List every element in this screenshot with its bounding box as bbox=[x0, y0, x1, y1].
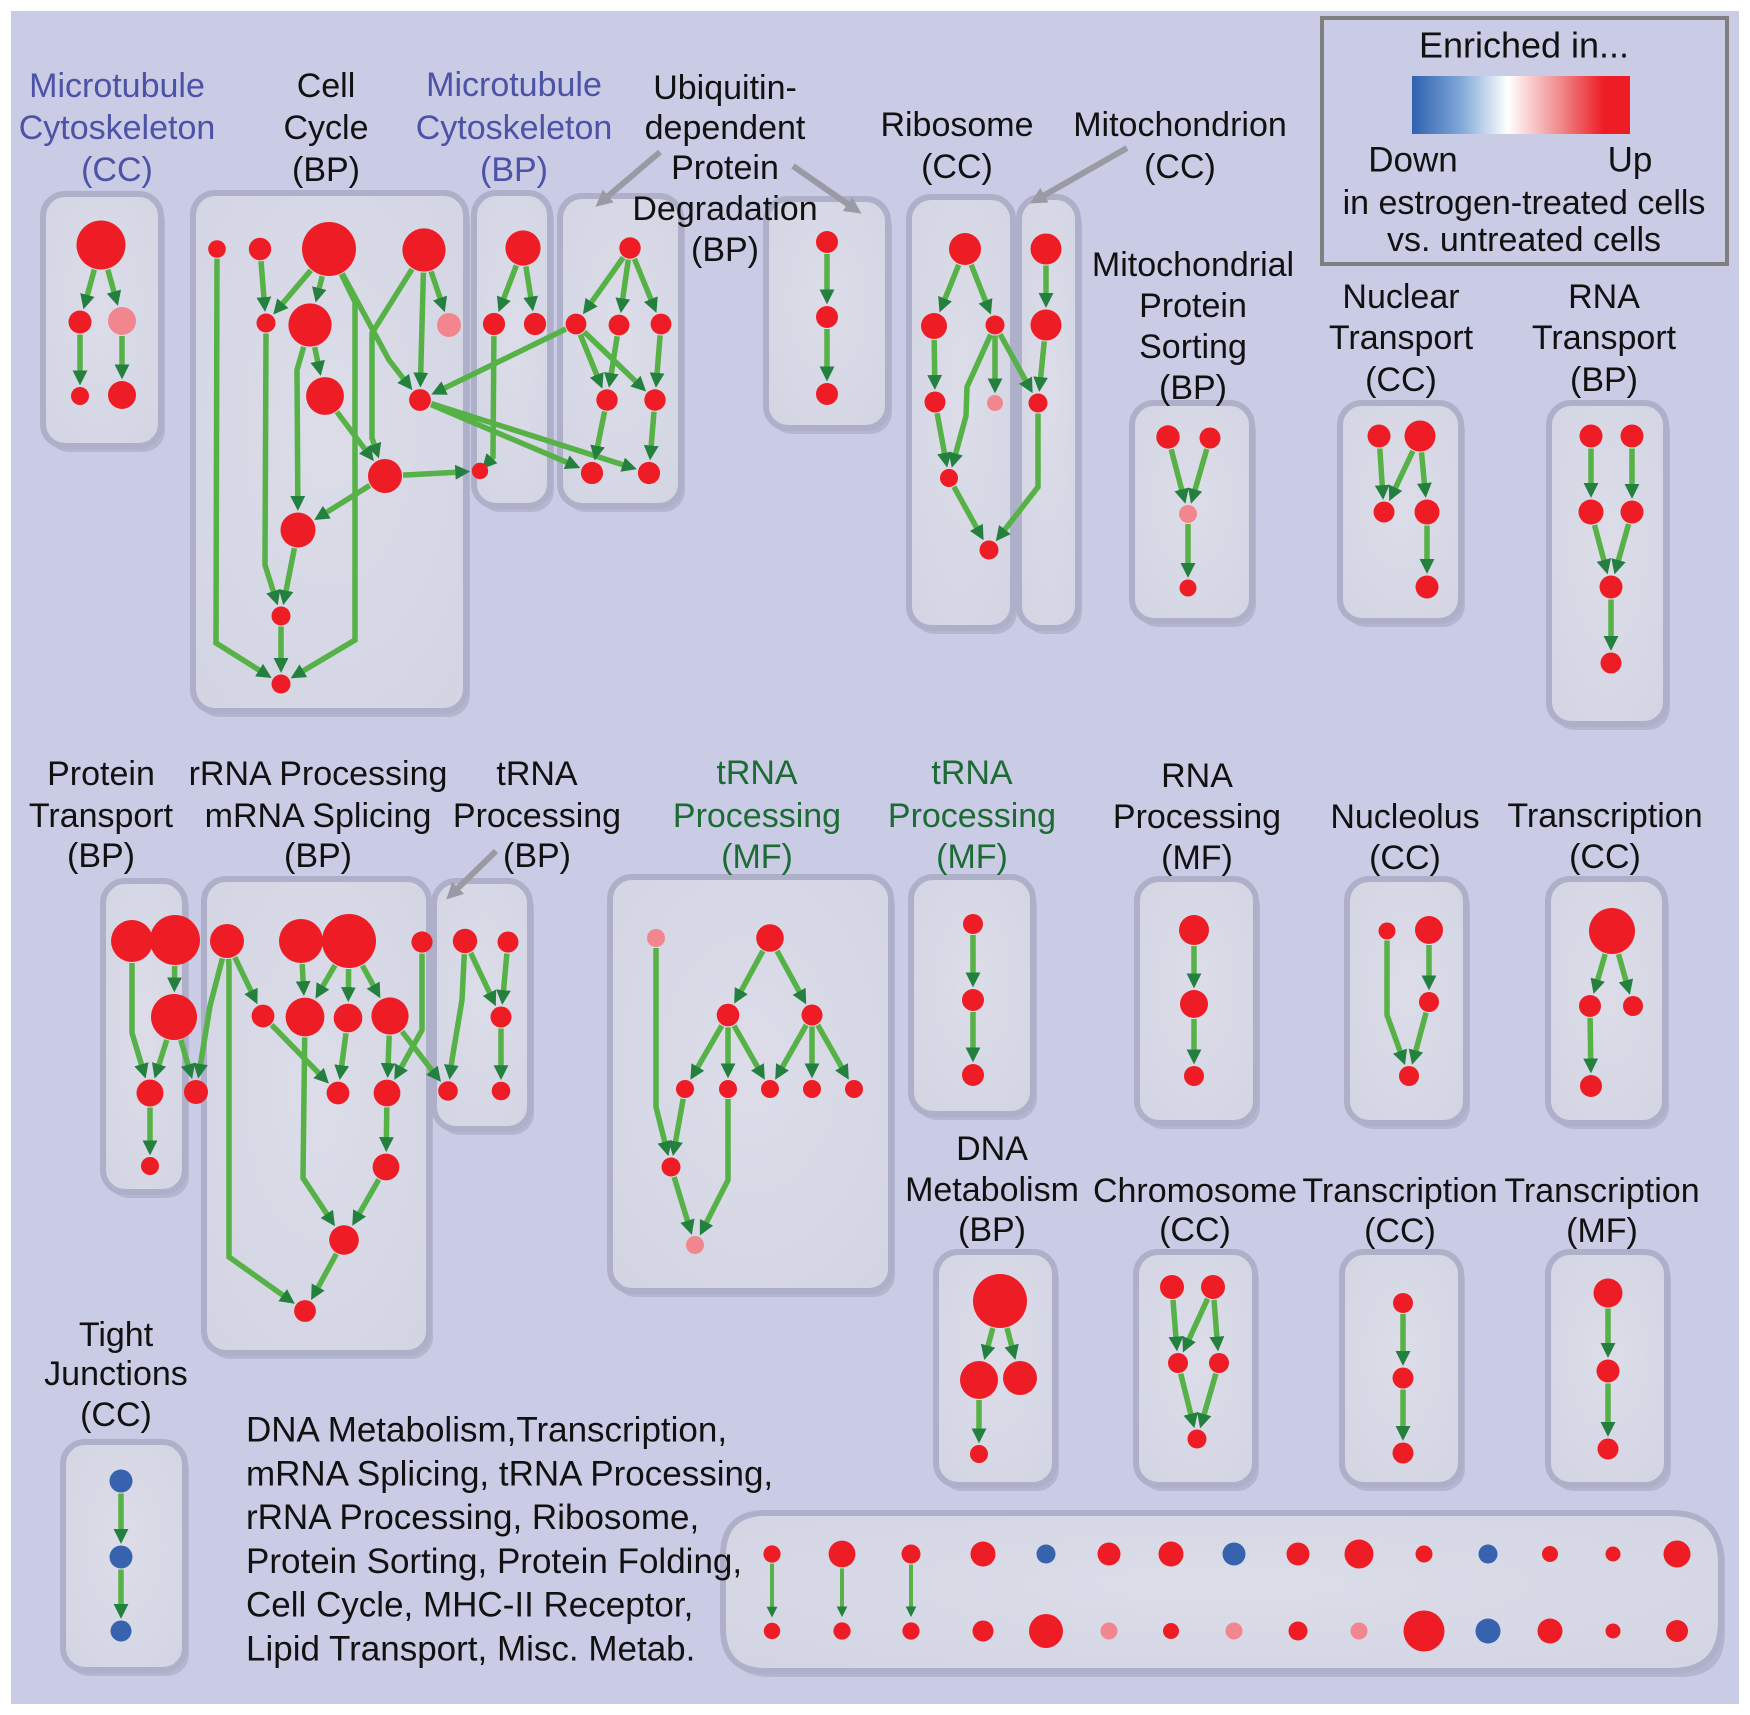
svg-text:Chromosome: Chromosome bbox=[1093, 1172, 1297, 1210]
svg-text:rRNA Processing: rRNA Processing bbox=[189, 755, 448, 793]
svg-text:(MF): (MF) bbox=[936, 838, 1008, 876]
svg-text:Protein: Protein bbox=[1139, 287, 1247, 325]
svg-text:Processing: Processing bbox=[1113, 798, 1281, 836]
svg-text:Mitochondrion: Mitochondrion bbox=[1073, 106, 1287, 144]
svg-text:Transport: Transport bbox=[1532, 319, 1677, 357]
svg-text:RNA: RNA bbox=[1568, 278, 1640, 316]
svg-text:(BP): (BP) bbox=[67, 837, 135, 875]
svg-text:Cytoskeleton: Cytoskeleton bbox=[416, 109, 613, 147]
svg-text:Mitochondrial: Mitochondrial bbox=[1092, 246, 1294, 284]
svg-text:Nucleolus: Nucleolus bbox=[1330, 798, 1479, 836]
svg-text:Microtubule: Microtubule bbox=[426, 66, 602, 104]
svg-text:(CC): (CC) bbox=[1159, 1211, 1231, 1249]
svg-text:Junctions: Junctions bbox=[44, 1355, 188, 1393]
svg-text:(CC): (CC) bbox=[80, 1396, 152, 1434]
svg-text:Tight: Tight bbox=[79, 1316, 154, 1354]
svg-text:Ubiquitin-: Ubiquitin- bbox=[653, 69, 797, 107]
svg-text:(BP): (BP) bbox=[958, 1211, 1026, 1249]
svg-text:Metabolism: Metabolism bbox=[905, 1171, 1079, 1209]
svg-text:Transport: Transport bbox=[29, 797, 174, 835]
svg-text:(MF): (MF) bbox=[1566, 1212, 1638, 1250]
svg-text:Ribosome: Ribosome bbox=[880, 106, 1033, 144]
svg-text:(CC): (CC) bbox=[921, 148, 993, 186]
svg-text:tRNA: tRNA bbox=[931, 754, 1013, 792]
svg-text:Microtubule: Microtubule bbox=[29, 67, 205, 105]
svg-text:Transcription: Transcription bbox=[1507, 797, 1702, 835]
svg-text:Enriched in...: Enriched in... bbox=[1419, 25, 1629, 66]
svg-text:in estrogen-treated cells: in estrogen-treated cells bbox=[1343, 184, 1706, 222]
svg-text:Down: Down bbox=[1368, 141, 1457, 180]
svg-text:(BP): (BP) bbox=[691, 231, 759, 269]
svg-text:Cycle: Cycle bbox=[283, 109, 368, 147]
svg-text:Lipid Transport, Misc. Metab.: Lipid Transport, Misc. Metab. bbox=[246, 1630, 695, 1669]
svg-text:Protein: Protein bbox=[47, 755, 155, 793]
svg-text:Processing: Processing bbox=[888, 797, 1056, 835]
svg-text:Degradation: Degradation bbox=[632, 190, 817, 228]
svg-text:Transcription: Transcription bbox=[1302, 1172, 1497, 1210]
svg-text:(BP): (BP) bbox=[503, 837, 571, 875]
svg-text:(CC): (CC) bbox=[1369, 839, 1441, 877]
svg-text:Nuclear: Nuclear bbox=[1342, 278, 1459, 316]
svg-text:tRNA: tRNA bbox=[716, 754, 798, 792]
svg-text:DNA Metabolism,Transcription,: DNA Metabolism,Transcription, bbox=[246, 1411, 727, 1450]
svg-text:(CC): (CC) bbox=[1364, 1212, 1436, 1250]
svg-text:dependent: dependent bbox=[645, 109, 806, 147]
svg-text:mRNA Splicing, tRNA Processing: mRNA Splicing, tRNA Processing, bbox=[246, 1454, 773, 1493]
svg-text:(CC): (CC) bbox=[81, 151, 153, 189]
svg-text:Cell Cycle, MHC-II Receptor,: Cell Cycle, MHC-II Receptor, bbox=[246, 1586, 693, 1625]
svg-text:rRNA Processing, Ribosome,: rRNA Processing, Ribosome, bbox=[246, 1498, 699, 1537]
svg-text:(CC): (CC) bbox=[1365, 361, 1437, 399]
svg-text:(BP): (BP) bbox=[292, 151, 360, 189]
svg-text:(MF): (MF) bbox=[721, 838, 793, 876]
svg-text:tRNA: tRNA bbox=[496, 755, 578, 793]
svg-text:Transcription: Transcription bbox=[1504, 1172, 1699, 1210]
svg-text:DNA: DNA bbox=[956, 1130, 1028, 1168]
svg-text:vs. untreated cells: vs. untreated cells bbox=[1387, 221, 1661, 259]
svg-text:Processing: Processing bbox=[673, 797, 841, 835]
svg-text:mRNA Splicing: mRNA Splicing bbox=[205, 797, 432, 835]
svg-text:Up: Up bbox=[1608, 141, 1653, 180]
svg-text:(BP): (BP) bbox=[284, 837, 352, 875]
svg-text:(BP): (BP) bbox=[1570, 361, 1638, 399]
svg-text:Protein: Protein bbox=[671, 149, 779, 187]
svg-text:RNA: RNA bbox=[1161, 757, 1233, 795]
svg-text:Cell: Cell bbox=[297, 67, 356, 105]
svg-text:(BP): (BP) bbox=[480, 151, 548, 189]
svg-text:(BP): (BP) bbox=[1159, 369, 1227, 407]
svg-text:Processing: Processing bbox=[453, 797, 621, 835]
svg-text:Transport: Transport bbox=[1329, 319, 1474, 357]
svg-text:Protein Sorting, Protein Foldi: Protein Sorting, Protein Folding, bbox=[246, 1542, 742, 1581]
svg-text:(MF): (MF) bbox=[1161, 839, 1233, 877]
svg-text:(CC): (CC) bbox=[1569, 838, 1641, 876]
svg-text:Sorting: Sorting bbox=[1139, 328, 1247, 366]
svg-text:Cytoskeleton: Cytoskeleton bbox=[19, 109, 216, 147]
svg-text:(CC): (CC) bbox=[1144, 148, 1216, 186]
